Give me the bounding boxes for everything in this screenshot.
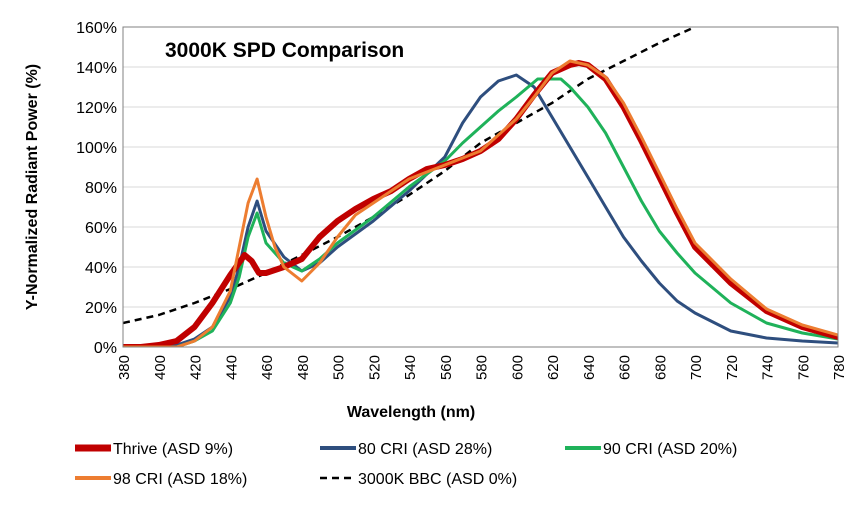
series-line-1	[123, 73, 838, 347]
x-tick-label: 720	[724, 355, 741, 380]
x-tick-label: 400	[152, 355, 169, 380]
x-tick-label: 640	[581, 355, 598, 380]
x-tick-label: 700	[688, 355, 705, 380]
x-tick-label: 420	[188, 355, 205, 380]
legend-label: Thrive (ASD 9%)	[113, 441, 233, 458]
x-tick-label: 760	[795, 355, 812, 380]
x-tick-label: 560	[438, 355, 455, 380]
y-tick-label: 40%	[85, 260, 117, 277]
legend-label: 3000K BBC (ASD 0%)	[358, 471, 517, 488]
x-tick-label: 380	[116, 355, 133, 380]
legend: Thrive (ASD 9%) 80 CRI (ASD 28%) 90 CRI (A…	[75, 441, 737, 488]
y-axis-label: Y-Normalized Radiant Power (%)	[24, 64, 41, 310]
y-tick-label: 0%	[94, 340, 117, 357]
chart-title: 3000K SPD Comparison	[165, 39, 404, 62]
legend-label: 80 CRI (ASD 28%)	[358, 441, 492, 458]
x-tick-label: 620	[545, 355, 562, 380]
x-tick-label: 680	[652, 355, 669, 380]
y-tick-label: 80%	[85, 180, 117, 197]
x-tick-label: 660	[617, 355, 634, 380]
x-axis-label: Wavelength (nm)	[347, 404, 475, 421]
series-line-4	[123, 27, 696, 325]
plot-area-border	[122, 26, 839, 348]
y-tick-label: 120%	[76, 100, 117, 117]
x-tick-label: 440	[223, 355, 240, 380]
x-tick-label: 480	[295, 355, 312, 380]
legend-label: 90 CRI (ASD 20%)	[603, 441, 737, 458]
x-tick-label: 580	[474, 355, 491, 380]
x-tick-label: 740	[760, 355, 777, 380]
y-tick-label: 140%	[76, 60, 117, 77]
y-tick-label: 60%	[85, 220, 117, 237]
y-tick-label: 20%	[85, 300, 117, 317]
x-tick-label: 540	[402, 355, 419, 380]
legend-label: 98 CRI (ASD 18%)	[113, 471, 247, 488]
x-tick-label: 520	[366, 355, 383, 380]
y-tick-label: 160%	[76, 20, 117, 37]
x-tick-label: 600	[509, 355, 526, 380]
x-tick-label: 780	[831, 355, 848, 380]
x-tick-label: 460	[259, 355, 276, 380]
x-tick-label: 500	[331, 355, 348, 380]
series-line-3	[123, 59, 838, 347]
y-tick-label: 100%	[76, 140, 117, 157]
